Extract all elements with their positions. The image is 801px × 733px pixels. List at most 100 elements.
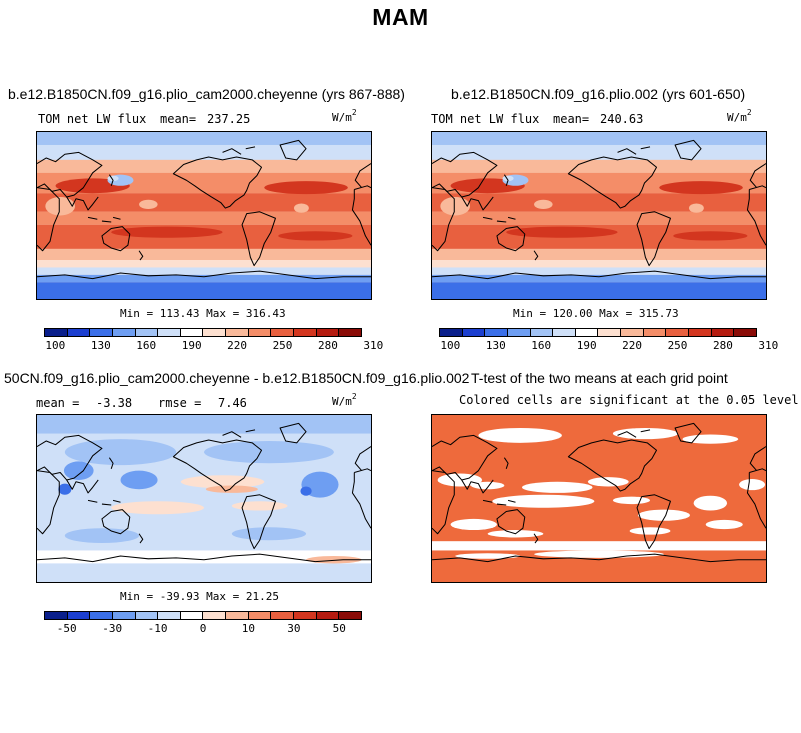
- map-top-left: [36, 131, 372, 300]
- colorbar-tick-label: 50: [332, 622, 346, 635]
- colorbar-tick-label: 160: [531, 339, 552, 352]
- colorbar-tick-label: 250: [667, 339, 688, 352]
- colorbar-swatch: [180, 329, 204, 336]
- colorbar-tick-label: 190: [181, 339, 202, 352]
- colorbar-swatch: [203, 329, 227, 336]
- minmax-top-left: Min = 113.43 Max = 316.43: [120, 307, 286, 320]
- map-bottom-right: [431, 414, 767, 583]
- mean-value-top-left: 237.25: [207, 112, 251, 126]
- colorbar-tick-label: -30: [102, 622, 123, 635]
- units-bottom-left: W/m2: [332, 392, 357, 408]
- minmax-bottom-left: Min = -39.93 Max = 21.25: [120, 590, 279, 603]
- colorbar-bottom-left: [44, 611, 362, 620]
- rmse-value-bottom-left: 7.46: [218, 396, 247, 410]
- colorbar-swatch: [158, 612, 181, 619]
- units-top-left: W/m2: [332, 108, 357, 124]
- colorbar-swatch: [462, 329, 486, 336]
- colorbar-swatch: [530, 329, 554, 336]
- colorbar-tick-label: 220: [622, 339, 642, 352]
- colorbar-swatch: [316, 329, 340, 336]
- colorbar-labels-top-right: 100 130 160 190 220 250 280 310: [439, 339, 778, 353]
- colorbar-swatch: [135, 329, 159, 336]
- colorbar-top-left: [44, 328, 362, 337]
- field-bottom-left: [37, 415, 371, 582]
- colorbar-tick-label: 10: [241, 622, 256, 635]
- colorbar-swatch: [112, 329, 136, 336]
- variable-label-top-left: TOM net LW flux: [38, 112, 147, 126]
- colorbar-tick-label: 190: [576, 339, 597, 352]
- mean-label-bottom-left: mean =: [36, 396, 80, 410]
- colorbar-tick-label: 100: [45, 339, 66, 352]
- colorbar-swatch: [135, 612, 159, 619]
- map-bottom-left: [36, 414, 372, 583]
- colorbar-swatch: [294, 329, 317, 336]
- panel-title-top-left: b.e12.B1850CN.f09_g16.plio_cam2000.cheye…: [8, 86, 405, 102]
- minmax-top-right: Min = 120.00 Max = 315.73: [513, 307, 679, 320]
- rmse-label-bottom-left: rmse =: [158, 396, 202, 410]
- colorbar-tick-label: 100: [440, 339, 461, 352]
- colorbar-tick-label: 160: [136, 339, 157, 352]
- variable-label-top-right: TOM net LW flux: [431, 112, 540, 126]
- mean-label-top-right: mean=: [553, 112, 590, 126]
- colorbar-tick-label: -10: [147, 622, 168, 635]
- colorbar-swatch: [711, 329, 735, 336]
- colorbar-swatch: [67, 612, 91, 619]
- colorbar-swatch: [271, 612, 295, 619]
- mean-label-top-left: mean=: [160, 112, 197, 126]
- colorbar-swatch: [112, 612, 136, 619]
- colorbar-swatch: [294, 612, 317, 619]
- colorbar-tick-label: -50: [56, 622, 77, 635]
- colorbar-swatch: [316, 612, 340, 619]
- figure-title: MAM: [372, 4, 429, 30]
- ttest-field: [432, 415, 766, 582]
- colorbar-swatch: [689, 329, 712, 336]
- colorbar-swatch: [643, 329, 667, 336]
- colorbar-swatch: [90, 612, 113, 619]
- colorbar-swatch: [575, 329, 599, 336]
- field-top-left: [37, 132, 371, 299]
- colorbar-swatch: [734, 329, 756, 336]
- colorbar-swatch: [158, 329, 181, 336]
- colorbar-swatch: [248, 329, 272, 336]
- colorbar-swatch: [90, 329, 113, 336]
- panel-title-bottom-right: T-test of the two means at each grid poi…: [471, 370, 728, 386]
- colorbar-tick-label: 280: [712, 339, 733, 352]
- colorbar-swatch: [67, 329, 91, 336]
- colorbar-tick-label: 0: [199, 622, 207, 635]
- colorbar-tick-label: 280: [317, 339, 338, 352]
- colorbar-swatch: [553, 329, 576, 336]
- panel-subtitle-bottom-right: Colored cells are significant at the 0.0…: [459, 393, 799, 407]
- colorbar-swatch: [598, 329, 622, 336]
- units-top-right: W/m2: [727, 108, 752, 124]
- panel-title-bottom-left: 50CN.f09_g16.plio_cam2000.cheyenne - b.e…: [4, 370, 470, 386]
- colorbar-tick-label: 130: [485, 339, 506, 352]
- colorbar-tick-label: 250: [272, 339, 293, 352]
- field-top-right: [432, 132, 766, 299]
- colorbar-swatch: [226, 329, 249, 336]
- colorbar-swatch: [226, 612, 249, 619]
- colorbar-tick-label: 220: [227, 339, 247, 352]
- colorbar-swatch: [248, 612, 272, 619]
- colorbar-top-right: [439, 328, 757, 337]
- colorbar-swatch: [666, 329, 690, 336]
- colorbar-swatch: [180, 612, 204, 619]
- colorbar-swatch: [485, 329, 508, 336]
- colorbar-swatch: [45, 329, 68, 336]
- colorbar-swatch: [440, 329, 463, 336]
- map-top-right: [431, 131, 767, 300]
- mean-value-bottom-left: -3.38: [96, 396, 133, 410]
- colorbar-swatch: [621, 329, 644, 336]
- mean-value-top-right: 240.63: [600, 112, 644, 126]
- colorbar-swatch: [271, 329, 295, 336]
- panel-title-top-right: b.e12.B1850CN.f09_g16.plio.002 (yrs 601-…: [451, 86, 746, 102]
- colorbar-labels-bottom-left: -50 -30 -10 0 10 30 50: [44, 622, 362, 636]
- colorbar-tick-label: 310: [758, 339, 779, 352]
- colorbar-tick-label: 30: [287, 622, 301, 635]
- colorbar-swatch: [203, 612, 227, 619]
- colorbar-swatch: [45, 612, 68, 619]
- colorbar-swatch: [339, 329, 361, 336]
- colorbar-swatch: [507, 329, 531, 336]
- colorbar-swatch: [339, 612, 361, 619]
- colorbar-tick-label: 310: [363, 339, 384, 352]
- colorbar-labels-top-left: 100 130 160 190 220 250 280 310: [44, 339, 383, 353]
